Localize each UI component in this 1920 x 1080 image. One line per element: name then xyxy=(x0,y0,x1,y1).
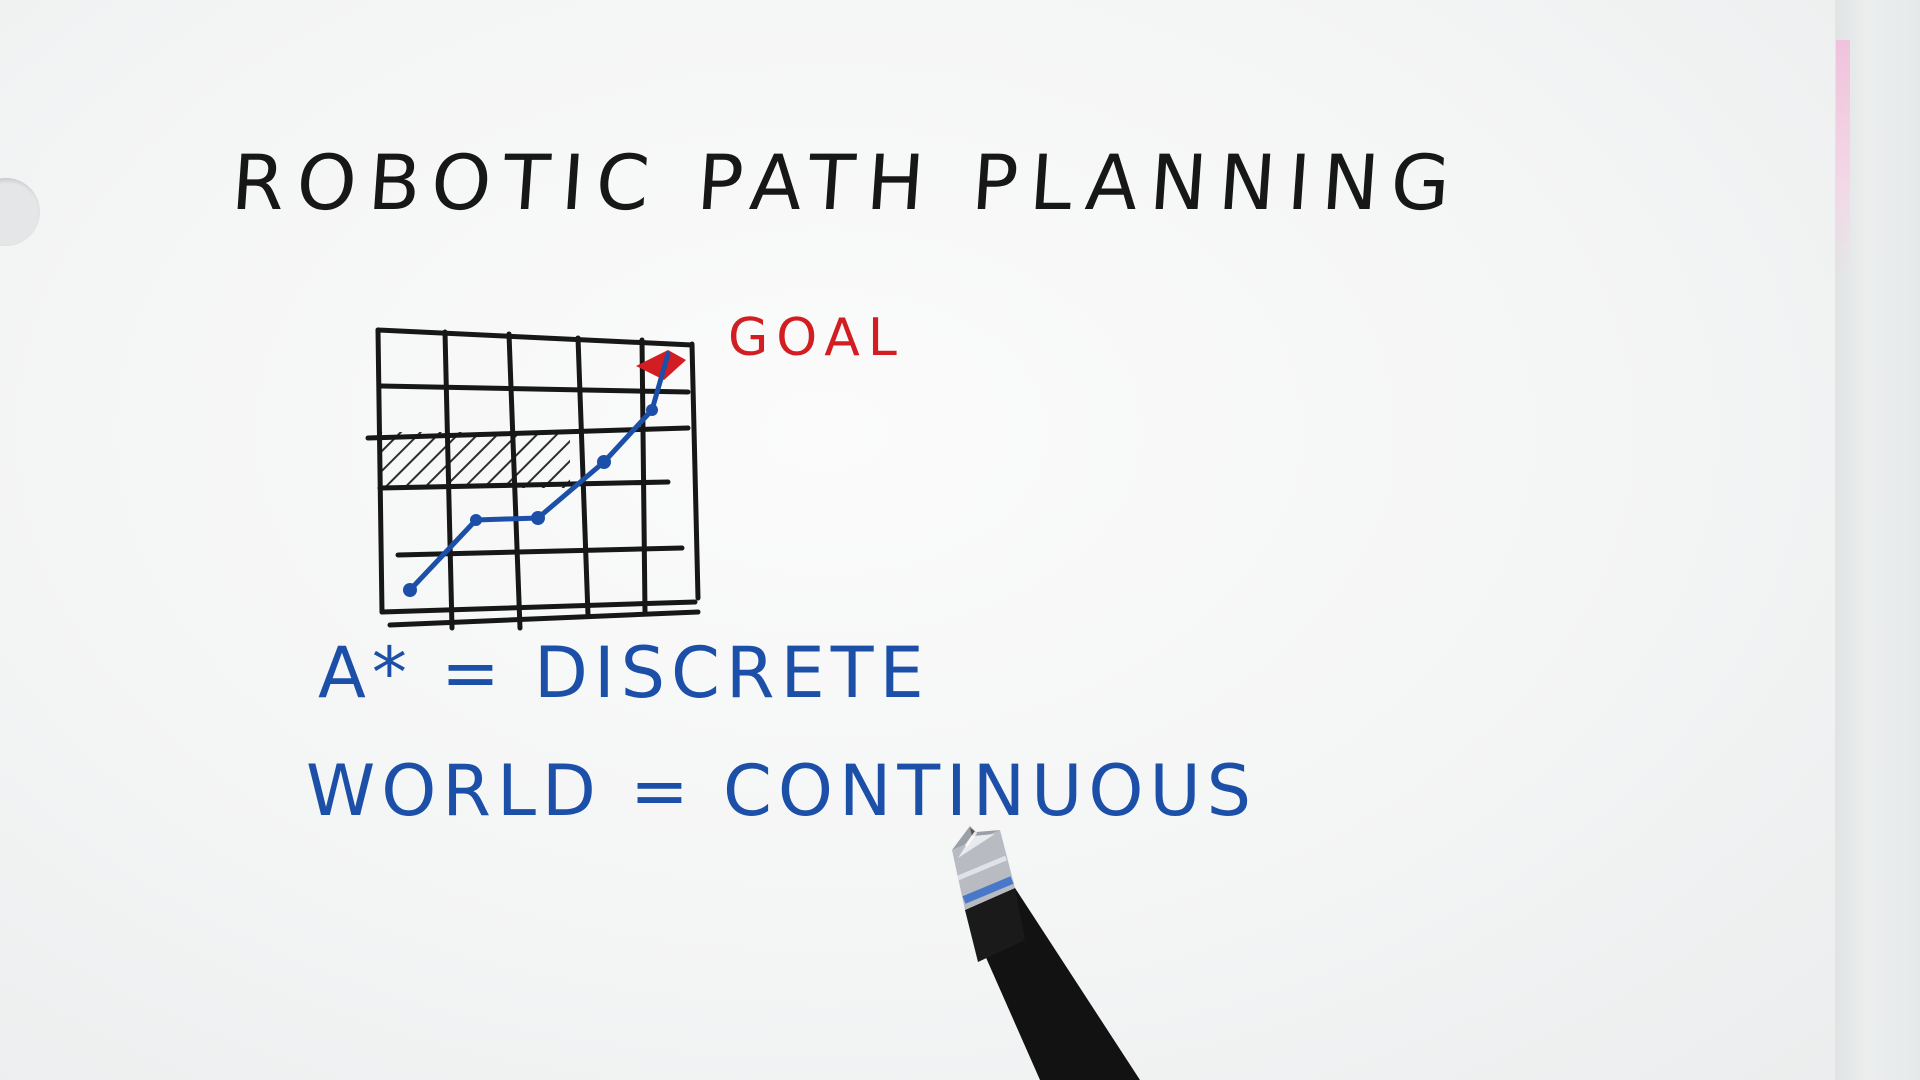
paper-sheet xyxy=(0,0,1835,1080)
world-line: WORLD = CONTINUOUS xyxy=(306,750,1258,832)
goal-marker xyxy=(636,350,686,380)
pen-icon xyxy=(952,826,1140,1080)
obstacle-hatch xyxy=(378,432,570,488)
astar-line: A* = DISCRETE xyxy=(318,632,930,714)
path-nodes xyxy=(403,404,658,597)
path-line xyxy=(407,351,671,593)
grid-lines xyxy=(365,327,701,631)
goal-label: GOAL xyxy=(728,308,905,368)
sticky-tab xyxy=(1836,40,1850,280)
